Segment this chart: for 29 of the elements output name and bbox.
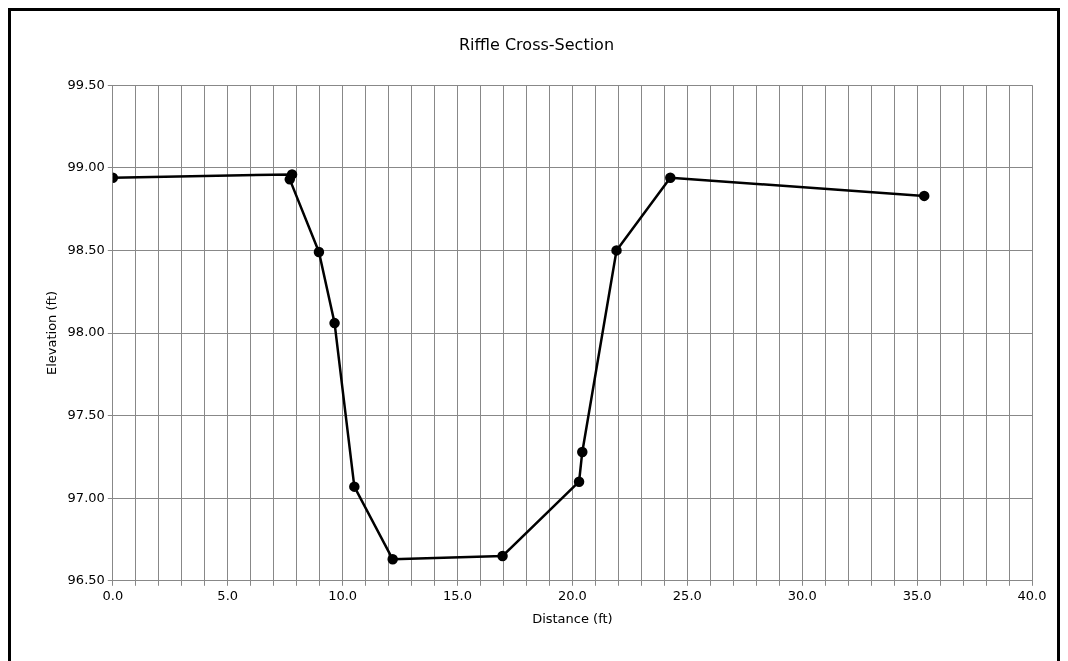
x-axis-title: Distance (ft): [532, 610, 613, 626]
point: [665, 172, 676, 183]
y-tick-label: 98.00: [67, 324, 105, 340]
y-tick-label: 97.00: [67, 489, 105, 505]
x-tick-label: 0.0: [102, 587, 124, 603]
y-tick-label: 97.50: [67, 406, 105, 422]
x-tick-label: 5.0: [217, 587, 239, 603]
y-axis-title: Elevation (ft): [44, 290, 60, 376]
point: [611, 245, 622, 256]
x-tick-label: 35.0: [902, 587, 932, 603]
chart-title: Riffle Cross-Section: [458, 34, 615, 54]
x-tick-label: 30.0: [787, 587, 817, 603]
point: [573, 476, 585, 487]
point: [329, 317, 340, 329]
x-tick-label: 25.0: [672, 587, 702, 603]
y-tick-label: 98.50: [67, 241, 105, 257]
x-tick-label: 15.0: [443, 587, 472, 603]
y-tick-label: 99.50: [67, 76, 105, 92]
x-tick-label: 20.0: [557, 587, 587, 603]
point: [577, 446, 588, 458]
point: [313, 246, 325, 258]
point: [387, 554, 398, 565]
y-tick-label: 96.50: [67, 572, 105, 588]
y-tick-label: 99.00: [67, 159, 105, 175]
point: [349, 481, 360, 492]
x-tick-label: 40.0: [1017, 587, 1047, 603]
point: [918, 190, 930, 202]
point: [497, 550, 508, 562]
x-tick-label: 10.0: [328, 587, 358, 603]
